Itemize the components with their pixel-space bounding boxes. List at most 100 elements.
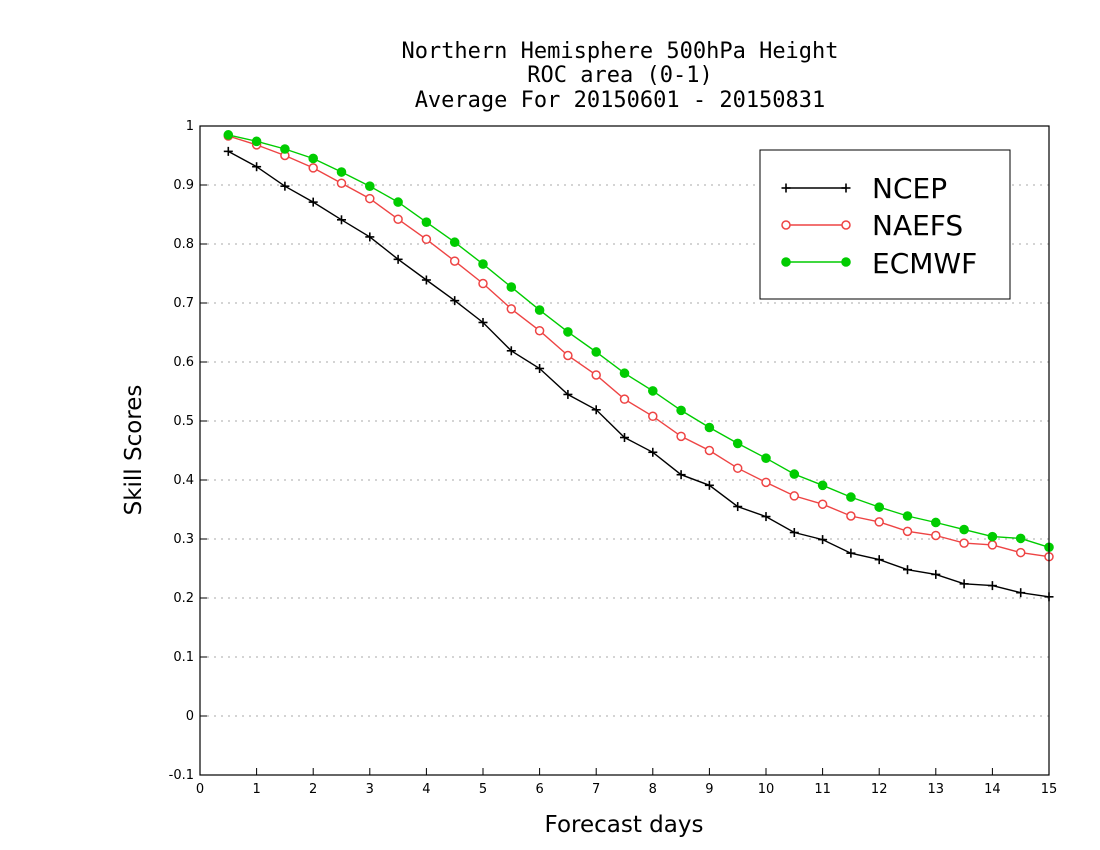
data-point-ecmwf bbox=[563, 327, 573, 337]
data-point-naefs bbox=[336, 178, 347, 188]
data-point-naefs bbox=[393, 214, 403, 224]
data-point-ecmwf bbox=[591, 347, 602, 357]
x-tick-label: 12 bbox=[871, 782, 888, 797]
data-point-ecmwf bbox=[393, 197, 403, 207]
data-point-ecmwf bbox=[1015, 533, 1026, 544]
data-point-ecmwf bbox=[223, 130, 234, 140]
legend-marker-ncep bbox=[841, 183, 851, 193]
y-axis-label: Skill Scores bbox=[121, 385, 147, 516]
data-point-ecmwf bbox=[959, 524, 969, 535]
data-point-ncep bbox=[337, 215, 346, 225]
data-point-ecmwf bbox=[365, 181, 375, 191]
data-point-naefs bbox=[874, 517, 884, 527]
data-point-ecmwf bbox=[931, 517, 941, 528]
x-axis-ticks: 0 1 2 3 4 5 6 7 8 9 10 11 12 13 14 15 bbox=[196, 768, 1057, 797]
x-tick-label: 8 bbox=[649, 782, 657, 797]
x-tick-label: 1 bbox=[252, 782, 260, 797]
data-point-naefs bbox=[506, 304, 517, 314]
data-point-ecmwf bbox=[874, 502, 885, 512]
data-point-ncep bbox=[506, 346, 516, 356]
legend-marker-naefs bbox=[781, 220, 791, 230]
data-point-ecmwf bbox=[676, 405, 686, 416]
data-point-ncep bbox=[903, 565, 912, 575]
legend-sample-ncep bbox=[781, 183, 851, 193]
y-tick-label: 0.9 bbox=[173, 178, 194, 193]
x-tick-label: 13 bbox=[928, 782, 945, 797]
data-point-naefs bbox=[563, 350, 573, 361]
data-point-ecmwf bbox=[449, 237, 460, 248]
data-point-ncep bbox=[987, 581, 997, 591]
data-point-ecmwf bbox=[619, 368, 630, 379]
y-tick-label: 0 bbox=[186, 709, 194, 724]
data-point-naefs bbox=[704, 445, 715, 456]
data-point-ncep bbox=[591, 405, 601, 415]
data-point-ncep bbox=[959, 579, 969, 589]
legend-sample-ecmwf bbox=[781, 257, 851, 267]
data-point-ecmwf bbox=[902, 511, 913, 521]
series-naefs bbox=[223, 131, 1054, 562]
data-point-ecmwf bbox=[421, 217, 432, 227]
legend-marker-ecmwf bbox=[841, 257, 851, 267]
data-point-ecmwf bbox=[534, 305, 545, 315]
data-point-ncep bbox=[450, 296, 460, 306]
series-layer bbox=[223, 130, 1054, 602]
chart-title-line-2: ROC area (0-1) bbox=[527, 63, 712, 88]
x-axis-label: Forecast days bbox=[545, 812, 704, 838]
y-tick-label: 1 bbox=[186, 119, 194, 134]
data-point-ncep bbox=[704, 480, 714, 490]
data-point-naefs bbox=[676, 431, 686, 442]
series-ecmwf bbox=[223, 130, 1054, 553]
legend-marker-ncep bbox=[781, 183, 791, 193]
x-tick-label: 11 bbox=[814, 782, 831, 797]
y-tick-label: 0.8 bbox=[173, 237, 194, 252]
data-point-ncep bbox=[478, 317, 488, 327]
data-point-naefs bbox=[534, 325, 545, 336]
data-point-ncep bbox=[421, 275, 431, 285]
x-tick-label: 9 bbox=[705, 782, 713, 797]
data-point-ecmwf bbox=[987, 531, 998, 542]
data-point-naefs bbox=[308, 163, 318, 173]
data-point-naefs bbox=[931, 530, 941, 541]
data-point-ecmwf bbox=[336, 167, 347, 177]
data-point-ncep bbox=[393, 254, 403, 264]
legend-label-ncep: NCEP bbox=[872, 172, 947, 205]
data-point-ncep bbox=[252, 162, 262, 172]
data-point-naefs bbox=[732, 463, 743, 473]
plot-frame bbox=[199, 125, 1050, 776]
data-point-ecmwf bbox=[704, 422, 715, 433]
data-point-naefs bbox=[846, 511, 856, 521]
x-tick-label: 0 bbox=[196, 782, 204, 797]
data-point-ncep bbox=[223, 146, 233, 156]
y-tick-label: 0.5 bbox=[173, 414, 194, 429]
data-point-ncep bbox=[563, 389, 573, 399]
data-point-naefs bbox=[1015, 547, 1026, 558]
data-point-ncep bbox=[931, 569, 941, 579]
data-point-ncep bbox=[761, 512, 771, 522]
data-point-ncep bbox=[648, 447, 658, 457]
x-tick-label: 10 bbox=[758, 782, 775, 797]
data-point-ecmwf bbox=[648, 386, 658, 396]
chart-title-line-1: Northern Hemisphere 500hPa Height bbox=[401, 39, 838, 64]
data-point-naefs bbox=[421, 234, 432, 245]
data-point-naefs bbox=[817, 499, 828, 509]
data-point-ncep bbox=[365, 232, 375, 242]
data-point-ecmwf bbox=[761, 453, 771, 463]
legend-marker-naefs bbox=[841, 220, 851, 230]
data-point-ecmwf bbox=[732, 438, 743, 449]
y-tick-label: 0.7 bbox=[173, 296, 194, 311]
data-point-ncep bbox=[280, 181, 290, 191]
legend-sample-naefs bbox=[781, 220, 851, 230]
x-tick-label: 5 bbox=[479, 782, 487, 797]
data-point-naefs bbox=[648, 411, 658, 422]
data-point-ecmwf bbox=[789, 469, 800, 479]
x-tick-label: 3 bbox=[366, 782, 374, 797]
y-tick-label: 0.2 bbox=[173, 591, 194, 606]
chart-title-line-3: Average For 20150601 - 20150831 bbox=[415, 88, 826, 113]
x-tick-label: 7 bbox=[592, 782, 600, 797]
data-point-ncep bbox=[846, 548, 856, 558]
data-point-naefs bbox=[591, 370, 601, 380]
legend-marker-ecmwf bbox=[781, 257, 791, 267]
x-tick-label: 14 bbox=[984, 782, 1001, 797]
data-point-ncep bbox=[789, 528, 799, 538]
data-point-ncep bbox=[308, 197, 318, 207]
